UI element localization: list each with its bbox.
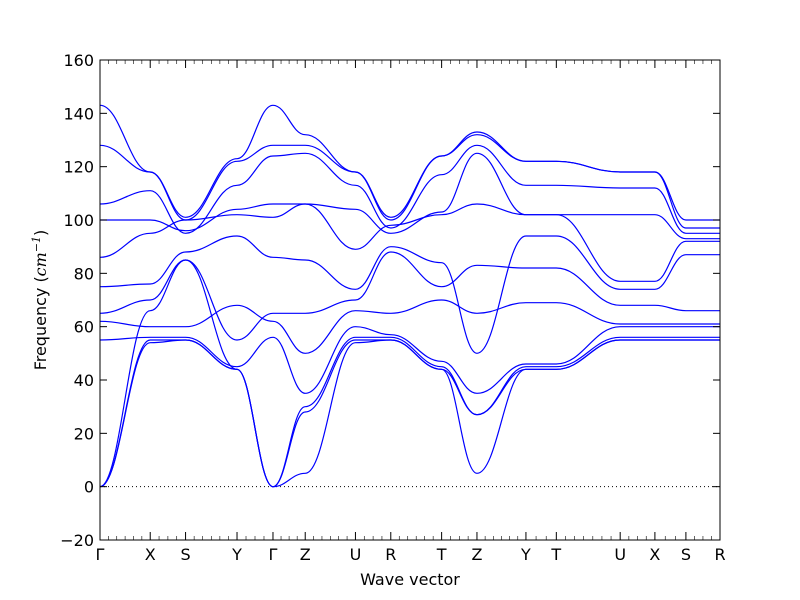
y-tick-label: −20 xyxy=(60,531,94,550)
branch-12 xyxy=(99,104,720,221)
x-tick-label: S xyxy=(180,545,190,564)
branch-9 xyxy=(100,152,720,240)
branch-2 xyxy=(99,339,720,488)
y-axis-label-text: Frequency ( xyxy=(31,276,50,370)
y-tick-label: 80 xyxy=(74,264,94,283)
y-tick-label: 60 xyxy=(74,318,94,337)
x-tick-label: Y xyxy=(231,545,242,564)
y-tick-label: 160 xyxy=(63,51,94,70)
branch-5 xyxy=(99,299,720,354)
y-tick-label: 100 xyxy=(63,211,94,230)
minor-tick-marks xyxy=(108,60,712,540)
y-tick-label: 40 xyxy=(74,371,94,390)
x-tick-label: R xyxy=(385,545,396,564)
x-tick-label: S xyxy=(681,545,691,564)
x-tick-label: R xyxy=(714,545,725,564)
x-tick-label: Y xyxy=(520,545,531,564)
x-tick-label: Γ xyxy=(96,545,105,564)
x-tick-label: T xyxy=(550,545,561,564)
y-tick-label: 140 xyxy=(63,104,94,123)
y-tick-label: 20 xyxy=(74,424,94,443)
y-axis-label-exponent: −1 xyxy=(30,236,43,252)
y-tick-label: 120 xyxy=(63,158,94,177)
x-tick-label: Z xyxy=(300,545,311,564)
x-tick-label: U xyxy=(614,545,626,564)
y-axis-label-unit: cm xyxy=(31,252,50,276)
x-axis-label: Wave vector xyxy=(360,570,460,589)
y-tick-label: 0 xyxy=(84,478,94,497)
branch-10 xyxy=(99,144,720,234)
y-axis-ticks: −20 0 20 40 60 80 100 120 140 160 xyxy=(60,51,720,550)
branch-4 xyxy=(99,326,720,394)
branch-8 xyxy=(99,203,720,282)
x-tick-label: Γ xyxy=(269,545,278,564)
x-tick-label: X xyxy=(649,545,660,564)
y-axis-label: Frequency (cm−1) xyxy=(30,230,50,371)
x-tick-label: U xyxy=(350,545,362,564)
dispersion-branches xyxy=(99,104,720,488)
x-tick-label: Z xyxy=(471,545,482,564)
y-axis-label-close: ) xyxy=(31,230,50,236)
plot-frame xyxy=(99,59,721,541)
branch-7 xyxy=(99,235,720,354)
x-tick-label: T xyxy=(436,545,447,564)
branch-6 xyxy=(99,251,720,341)
x-tick-label: X xyxy=(145,545,156,564)
